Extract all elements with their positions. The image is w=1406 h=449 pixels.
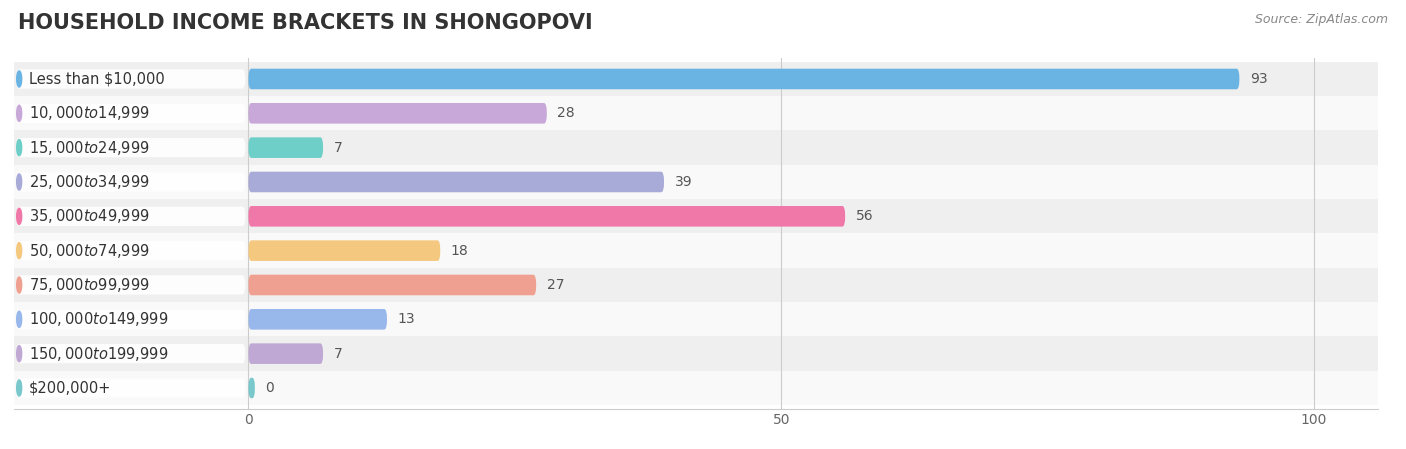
Text: $35,000 to $49,999: $35,000 to $49,999: [28, 207, 149, 225]
FancyBboxPatch shape: [17, 104, 245, 123]
FancyBboxPatch shape: [17, 310, 245, 329]
Bar: [14, 302, 1378, 336]
Text: $50,000 to $74,999: $50,000 to $74,999: [28, 242, 149, 260]
Bar: [14, 233, 1378, 268]
Text: 7: 7: [333, 141, 343, 154]
FancyBboxPatch shape: [249, 69, 1239, 89]
FancyBboxPatch shape: [17, 138, 245, 157]
Bar: [14, 165, 1378, 199]
Text: HOUSEHOLD INCOME BRACKETS IN SHONGOPOVI: HOUSEHOLD INCOME BRACKETS IN SHONGOPOVI: [18, 13, 593, 34]
Text: $200,000+: $200,000+: [28, 380, 111, 396]
FancyBboxPatch shape: [249, 240, 440, 261]
Text: $150,000 to $199,999: $150,000 to $199,999: [28, 345, 167, 363]
Circle shape: [17, 71, 21, 87]
Bar: [14, 336, 1378, 371]
Circle shape: [17, 242, 21, 259]
Text: Less than $10,000: Less than $10,000: [28, 71, 165, 87]
FancyBboxPatch shape: [17, 379, 245, 398]
FancyBboxPatch shape: [249, 378, 254, 398]
Text: $25,000 to $34,999: $25,000 to $34,999: [28, 173, 149, 191]
Circle shape: [17, 174, 21, 190]
Bar: [14, 96, 1378, 131]
Circle shape: [17, 140, 21, 156]
FancyBboxPatch shape: [249, 309, 387, 330]
Text: $75,000 to $99,999: $75,000 to $99,999: [28, 276, 149, 294]
FancyBboxPatch shape: [249, 103, 547, 123]
Text: 39: 39: [675, 175, 692, 189]
Text: 27: 27: [547, 278, 564, 292]
FancyBboxPatch shape: [17, 172, 245, 192]
Text: $10,000 to $14,999: $10,000 to $14,999: [28, 104, 149, 122]
FancyBboxPatch shape: [249, 172, 664, 192]
Circle shape: [17, 105, 21, 121]
Bar: [14, 199, 1378, 233]
Text: $15,000 to $24,999: $15,000 to $24,999: [28, 139, 149, 157]
Bar: [14, 131, 1378, 165]
Text: 18: 18: [451, 244, 468, 258]
Text: 0: 0: [266, 381, 274, 395]
Circle shape: [17, 311, 21, 327]
Circle shape: [17, 208, 21, 224]
Bar: [14, 62, 1378, 96]
Text: 93: 93: [1250, 72, 1268, 86]
Text: 56: 56: [856, 209, 873, 223]
Circle shape: [17, 277, 21, 293]
Text: 28: 28: [557, 106, 575, 120]
FancyBboxPatch shape: [249, 137, 323, 158]
FancyBboxPatch shape: [17, 207, 245, 226]
Text: 13: 13: [398, 313, 415, 326]
Circle shape: [17, 346, 21, 362]
Circle shape: [17, 380, 21, 396]
FancyBboxPatch shape: [17, 275, 245, 295]
FancyBboxPatch shape: [249, 206, 845, 227]
FancyBboxPatch shape: [17, 69, 245, 88]
FancyBboxPatch shape: [249, 343, 323, 364]
Bar: [14, 268, 1378, 302]
FancyBboxPatch shape: [249, 275, 536, 295]
Text: 7: 7: [333, 347, 343, 361]
Text: $100,000 to $149,999: $100,000 to $149,999: [28, 310, 167, 328]
FancyBboxPatch shape: [17, 344, 245, 363]
FancyBboxPatch shape: [17, 241, 245, 260]
Bar: [14, 371, 1378, 405]
Text: Source: ZipAtlas.com: Source: ZipAtlas.com: [1254, 13, 1388, 26]
